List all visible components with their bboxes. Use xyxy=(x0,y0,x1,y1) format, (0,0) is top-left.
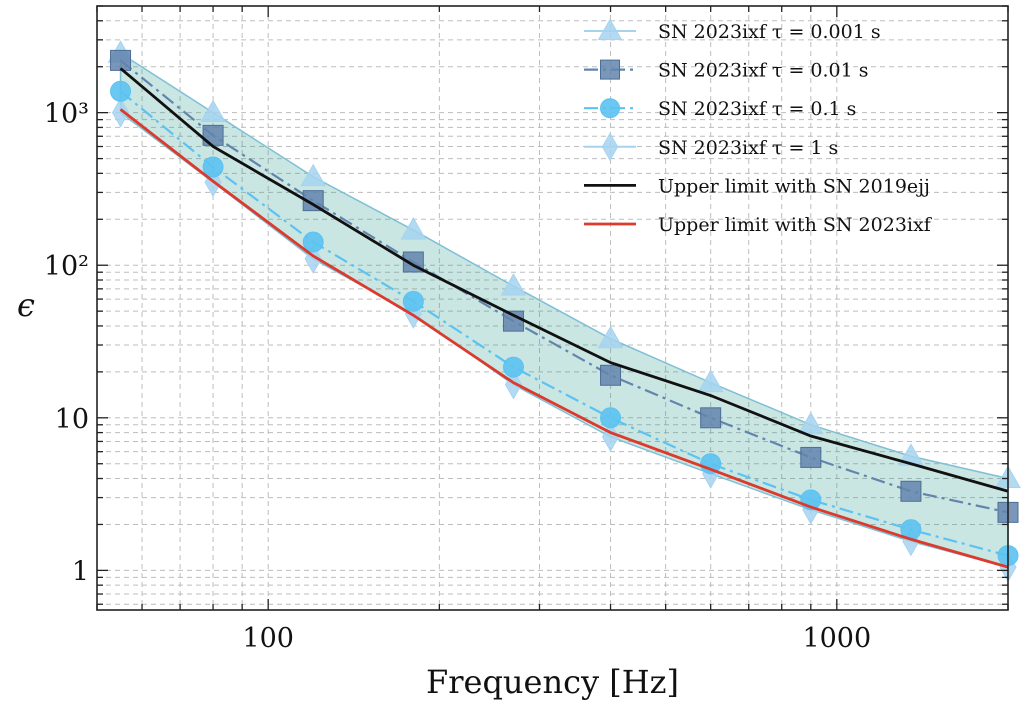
legend-label: Upper limit with SN 2019ejj xyxy=(658,175,930,197)
data-point xyxy=(110,80,132,102)
legend-item: Upper limit with SN 2019ejj xyxy=(584,175,930,197)
data-point xyxy=(300,163,327,187)
data-point xyxy=(697,369,724,393)
y-tick-label: 10 xyxy=(55,404,89,435)
series-0 xyxy=(107,40,1021,489)
legend-label: Upper limit with SN 2023ixf xyxy=(658,214,933,236)
plot-frame xyxy=(96,5,1009,611)
legend-label: SN 2023ixf τ = 0.001 s xyxy=(658,21,881,43)
legend-marker xyxy=(597,18,623,41)
legend-label: SN 2023ixf τ = 1 s xyxy=(658,137,838,159)
legend-marker xyxy=(601,132,619,162)
series-line xyxy=(119,67,1009,493)
series-2 xyxy=(110,80,1019,567)
legend-label: SN 2023ixf τ = 0.1 s xyxy=(658,98,856,120)
legend: SN 2023ixf τ = 0.001 s SN 2023ixf τ = 0.0… xyxy=(584,18,933,236)
data-point xyxy=(402,290,424,312)
data-point xyxy=(700,407,722,429)
x-tick-label: 100 xyxy=(242,623,294,654)
y-tick-label: 1 xyxy=(72,556,89,587)
data-point xyxy=(400,217,427,240)
y-tick-label: 10² xyxy=(44,251,89,282)
legend-marker xyxy=(600,98,620,119)
legend-item: SN 2023ixf τ = 0.1 s xyxy=(584,98,856,120)
series-line xyxy=(119,90,1009,557)
series-5 xyxy=(119,108,1009,569)
data-point xyxy=(200,99,226,123)
data-point xyxy=(597,325,624,349)
data-point xyxy=(202,156,224,178)
ticks: 100 1000 1 10 10² 10³ xyxy=(44,5,1009,654)
y-axis-label: ϵ xyxy=(17,286,35,324)
x-tick-label: 1000 xyxy=(802,623,871,654)
data-point xyxy=(600,364,622,386)
series-4 xyxy=(119,67,1009,493)
legend-item: SN 2023ixf τ = 1 s xyxy=(584,132,838,162)
data-point xyxy=(110,49,132,71)
data-point xyxy=(898,443,924,466)
shaded-band-area xyxy=(119,51,1009,569)
data-point xyxy=(800,446,822,468)
legend-marker xyxy=(600,59,620,80)
legend-label: SN 2023ixf τ = 0.01 s xyxy=(658,60,869,82)
data-point xyxy=(500,273,527,296)
data-point xyxy=(111,97,130,128)
data-point xyxy=(900,480,922,502)
series-layer xyxy=(107,40,1021,583)
data-point xyxy=(600,407,622,429)
y-tick-label: 10³ xyxy=(44,99,89,130)
x-axis-label: Frequency [Hz] xyxy=(426,663,679,701)
data-point xyxy=(797,411,824,435)
legend-item: Upper limit with SN 2023ixf xyxy=(584,214,933,236)
series-line xyxy=(119,108,1009,569)
data-point xyxy=(302,231,324,253)
data-point xyxy=(302,190,324,212)
data-point xyxy=(502,356,524,378)
shaded-band xyxy=(119,51,1009,569)
legend-item: SN 2023ixf τ = 0.01 s xyxy=(584,59,869,82)
legend-item: SN 2023ixf τ = 0.001 s xyxy=(584,18,881,43)
